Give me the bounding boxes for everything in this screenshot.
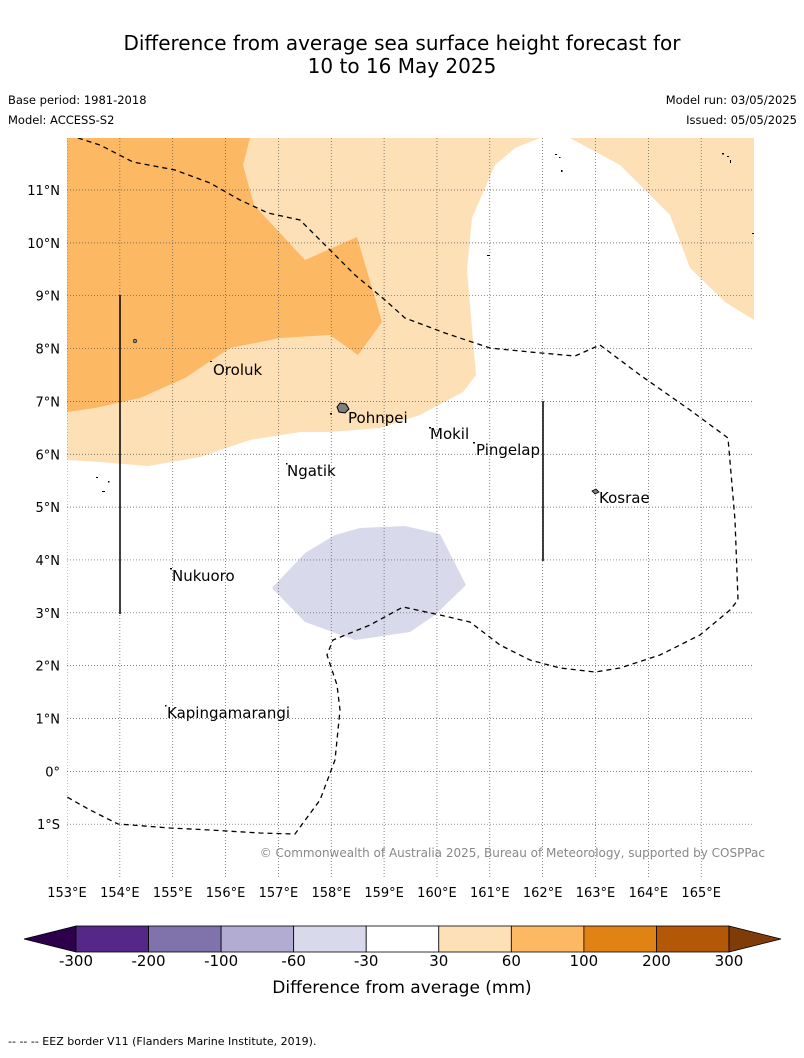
colorbar-tick-label: 300 bbox=[714, 952, 744, 970]
colorbar bbox=[23, 925, 782, 953]
islet-oroluk bbox=[132, 338, 138, 344]
latitude-labels: 11°N 10°N 9°N 8°N 7°N 6°N 5°N 4°N 3°N 2°N 1°N 0° 1°S bbox=[27, 184, 60, 833]
colorbar-tick-label: 100 bbox=[569, 952, 599, 970]
lon-tick-label: 163°E bbox=[576, 886, 616, 901]
lat-tick-label: 0° bbox=[45, 765, 60, 780]
place-labels: Oroluk Pohnpei Mokil Pingelap Ngatik Kos… bbox=[167, 361, 650, 722]
lat-tick-label: 4°N bbox=[36, 554, 61, 569]
small-islets bbox=[96, 153, 754, 707]
lon-tick-label: 161°E bbox=[470, 886, 510, 901]
pohnpei-island bbox=[336, 402, 350, 414]
lon-tick-label: 159°E bbox=[364, 886, 404, 901]
place-label-pingelap: Pingelap bbox=[476, 441, 540, 459]
lat-tick-label: 9°N bbox=[36, 290, 61, 305]
colorbar-swatch bbox=[293, 925, 367, 953]
lon-tick-label: 165°E bbox=[681, 886, 721, 901]
colorbar-swatch bbox=[438, 925, 512, 953]
lon-tick-label: 153°E bbox=[47, 886, 87, 901]
colorbar-tick-label: 200 bbox=[642, 952, 671, 970]
lon-tick-label: 154°E bbox=[100, 886, 140, 901]
colorbar-swatch bbox=[220, 925, 295, 953]
colorbar-swatch bbox=[75, 925, 149, 953]
eez-border bbox=[67, 138, 739, 835]
copyright-text: © Commonwealth of Australia 2025, Bureau… bbox=[260, 846, 765, 860]
eez-footnote: -- -- -- EEZ border V11 (Flanders Marine… bbox=[8, 1035, 317, 1048]
lon-tick-label: 160°E bbox=[417, 886, 457, 901]
colorbar-swatch bbox=[510, 925, 585, 953]
place-label-oroluk: Oroluk bbox=[213, 361, 262, 379]
chart-title: Difference from average sea surface heig… bbox=[0, 32, 804, 78]
colorbar-tick-label: -200 bbox=[131, 952, 166, 970]
islands bbox=[96, 153, 754, 707]
colorbar-extend-low bbox=[23, 925, 77, 953]
lon-tick-label: 156°E bbox=[206, 886, 246, 901]
lat-tick-label: 1°N bbox=[36, 713, 61, 728]
place-label-ngatik: Ngatik bbox=[287, 462, 336, 480]
colorbar-swatch bbox=[583, 925, 657, 953]
lat-tick-label: 1°S bbox=[37, 818, 60, 833]
colorbar-tick-label: -60 bbox=[281, 952, 306, 970]
lon-tick-label: 162°E bbox=[523, 886, 563, 901]
lat-tick-label: 11°N bbox=[27, 184, 60, 199]
lon-tick-label: 164°E bbox=[629, 886, 669, 901]
lon-tick-label: 155°E bbox=[153, 886, 193, 901]
colorbar-tick-label: -300 bbox=[58, 952, 94, 970]
colorbar-extend-high bbox=[728, 925, 782, 953]
colorbar-tick-label: 60 bbox=[501, 952, 521, 970]
issued-label: Issued: 05/05/2025 bbox=[686, 113, 797, 127]
place-label-kapingamarangi: Kapingamarangi bbox=[167, 704, 290, 722]
title-line-2: 10 to 16 May 2025 bbox=[307, 54, 497, 78]
lat-tick-label: 3°N bbox=[36, 607, 61, 622]
base-period-label: Base period: 1981-2018 bbox=[8, 93, 147, 107]
model-run-label: Model run: 03/05/2025 bbox=[665, 93, 797, 107]
kosrae-island bbox=[591, 488, 600, 495]
model-label: Model: ACCESS-S2 bbox=[8, 113, 115, 127]
lat-tick-label: 5°N bbox=[36, 501, 61, 516]
anomaly-fields bbox=[67, 138, 754, 878]
place-label-nukuoro: Nukuoro bbox=[172, 567, 235, 585]
place-label-kosrae: Kosrae bbox=[599, 489, 650, 507]
longitude-labels: 153°E 154°E 155°E 156°E 157°E 158°E 159°E 160°E… bbox=[47, 886, 721, 901]
colorbar-tick-label: 30 bbox=[429, 952, 449, 970]
colorbar-swatch bbox=[148, 925, 222, 953]
colorbar-title: Difference from average (mm) bbox=[272, 978, 532, 998]
title-line-1: Difference from average sea surface heig… bbox=[123, 31, 681, 55]
lat-tick-label: 8°N bbox=[36, 343, 61, 358]
lat-tick-label: 6°N bbox=[36, 448, 61, 463]
lat-tick-label: 7°N bbox=[36, 395, 61, 410]
lat-tick-label: 2°N bbox=[36, 660, 61, 675]
anomaly-region-neg60-neg30 bbox=[272, 526, 466, 640]
lon-tick-label: 158°E bbox=[311, 886, 351, 901]
anomaly-region-30-60-east bbox=[570, 138, 754, 320]
colorbar-swatch bbox=[365, 925, 440, 953]
colorbar-tick-label: -30 bbox=[353, 952, 379, 970]
anomaly-region-60-100 bbox=[67, 138, 382, 412]
place-label-pohnpei: Pohnpei bbox=[348, 409, 408, 427]
colorbar-swatch bbox=[656, 925, 730, 953]
place-label-mokil: Mokil bbox=[430, 425, 469, 443]
lat-tick-label: 10°N bbox=[27, 237, 60, 252]
lon-tick-label: 157°E bbox=[259, 886, 299, 901]
colorbar-tick-label: -100 bbox=[204, 952, 239, 970]
